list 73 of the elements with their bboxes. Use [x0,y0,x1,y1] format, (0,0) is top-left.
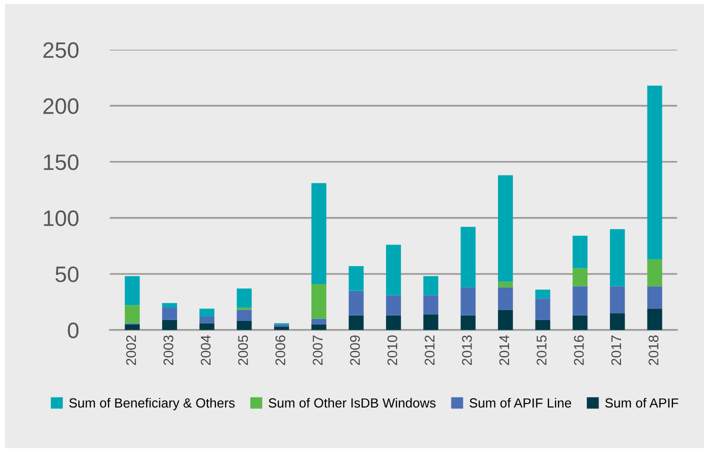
bar [460,287,476,316]
bar [386,315,401,330]
x-tick-label: 2015 [536,335,546,366]
bar [199,323,214,330]
bar [199,308,214,317]
bar [423,314,438,330]
bar [610,313,625,330]
bar [498,310,513,330]
bar [647,286,662,309]
bar [647,86,662,260]
y-tick-label: 100 [44,210,78,226]
x-tick-label: 2009 [350,335,360,366]
bar [610,229,625,286]
x-tick-label: 2003 [163,335,174,366]
bar [386,295,401,316]
x-tick-label: 2016 [574,335,584,366]
bar [311,284,326,319]
bar [498,287,513,310]
x-tick-label: 2004 [200,335,211,366]
y-tick-label: 250 [43,42,78,58]
bar [236,310,252,321]
bar [535,320,550,330]
bar [311,183,326,284]
y-tick-label: 200 [43,98,78,114]
x-tick-label: 2012 [424,336,435,366]
y-tick-label: 50 [56,266,78,282]
bar [647,259,662,286]
bar [460,226,476,288]
bar [348,290,364,316]
bar [498,175,513,282]
bar [423,276,438,296]
bar [311,318,326,324]
x-tick-label: 2005 [238,335,248,366]
bar [386,244,401,296]
x-tick-label: 2018 [648,335,658,366]
bar [274,324,290,327]
bar [162,320,178,330]
bar [274,326,290,330]
bar [460,315,476,330]
y-tick-label: 150 [44,154,78,170]
bar [647,308,662,330]
bar [311,324,326,330]
bar [572,268,588,286]
x-tick-label: 2010 [387,335,398,366]
bar [162,303,178,308]
y-tick-label: 0 [68,322,78,338]
x-tick-label: 2006 [275,335,286,366]
bar [572,236,588,268]
bar [535,290,550,299]
bar [348,315,364,330]
bar [124,276,140,306]
x-tick-label: 2002 [126,336,136,366]
x-tick-label: 2013 [462,335,472,366]
x-tick-label: 2007 [312,336,323,366]
legend-label: Sum of APIF Line [470,398,572,408]
x-tick-label: 2017 [611,336,622,366]
legend-label: Sum of APIF [605,398,678,408]
legend-label: Sum of Beneficiary & Others [69,398,235,410]
bar [124,324,140,330]
bar [572,286,588,316]
bar [199,316,214,324]
bar [124,305,140,324]
bar [572,315,588,330]
bar [236,320,252,330]
bar [162,308,178,320]
bar [348,266,364,291]
legend-label: Sum of Other IsDB Windows [268,398,436,408]
bar [610,286,625,314]
bar [423,295,438,314]
bar [498,282,513,288]
x-tick-label: 2014 [499,335,510,366]
bar [236,288,252,308]
bar [535,298,550,320]
